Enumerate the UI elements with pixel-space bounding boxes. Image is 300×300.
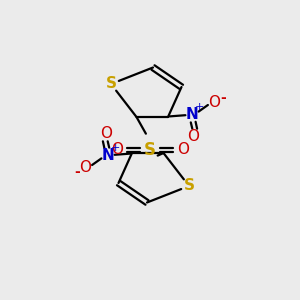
Text: -: -: [74, 165, 80, 179]
Text: +: +: [195, 101, 204, 112]
Text: N: N: [102, 148, 114, 164]
Text: O: O: [80, 160, 92, 175]
Text: S: S: [106, 76, 116, 92]
Text: -: -: [220, 91, 226, 105]
Text: O: O: [177, 142, 189, 158]
Text: +: +: [111, 143, 120, 154]
Text: S: S: [144, 141, 156, 159]
Text: O: O: [188, 129, 200, 144]
Text: O: O: [208, 95, 220, 110]
Text: O: O: [111, 142, 123, 158]
Text: S: S: [184, 178, 194, 194]
Text: N: N: [186, 106, 198, 122]
Text: O: O: [100, 126, 112, 141]
